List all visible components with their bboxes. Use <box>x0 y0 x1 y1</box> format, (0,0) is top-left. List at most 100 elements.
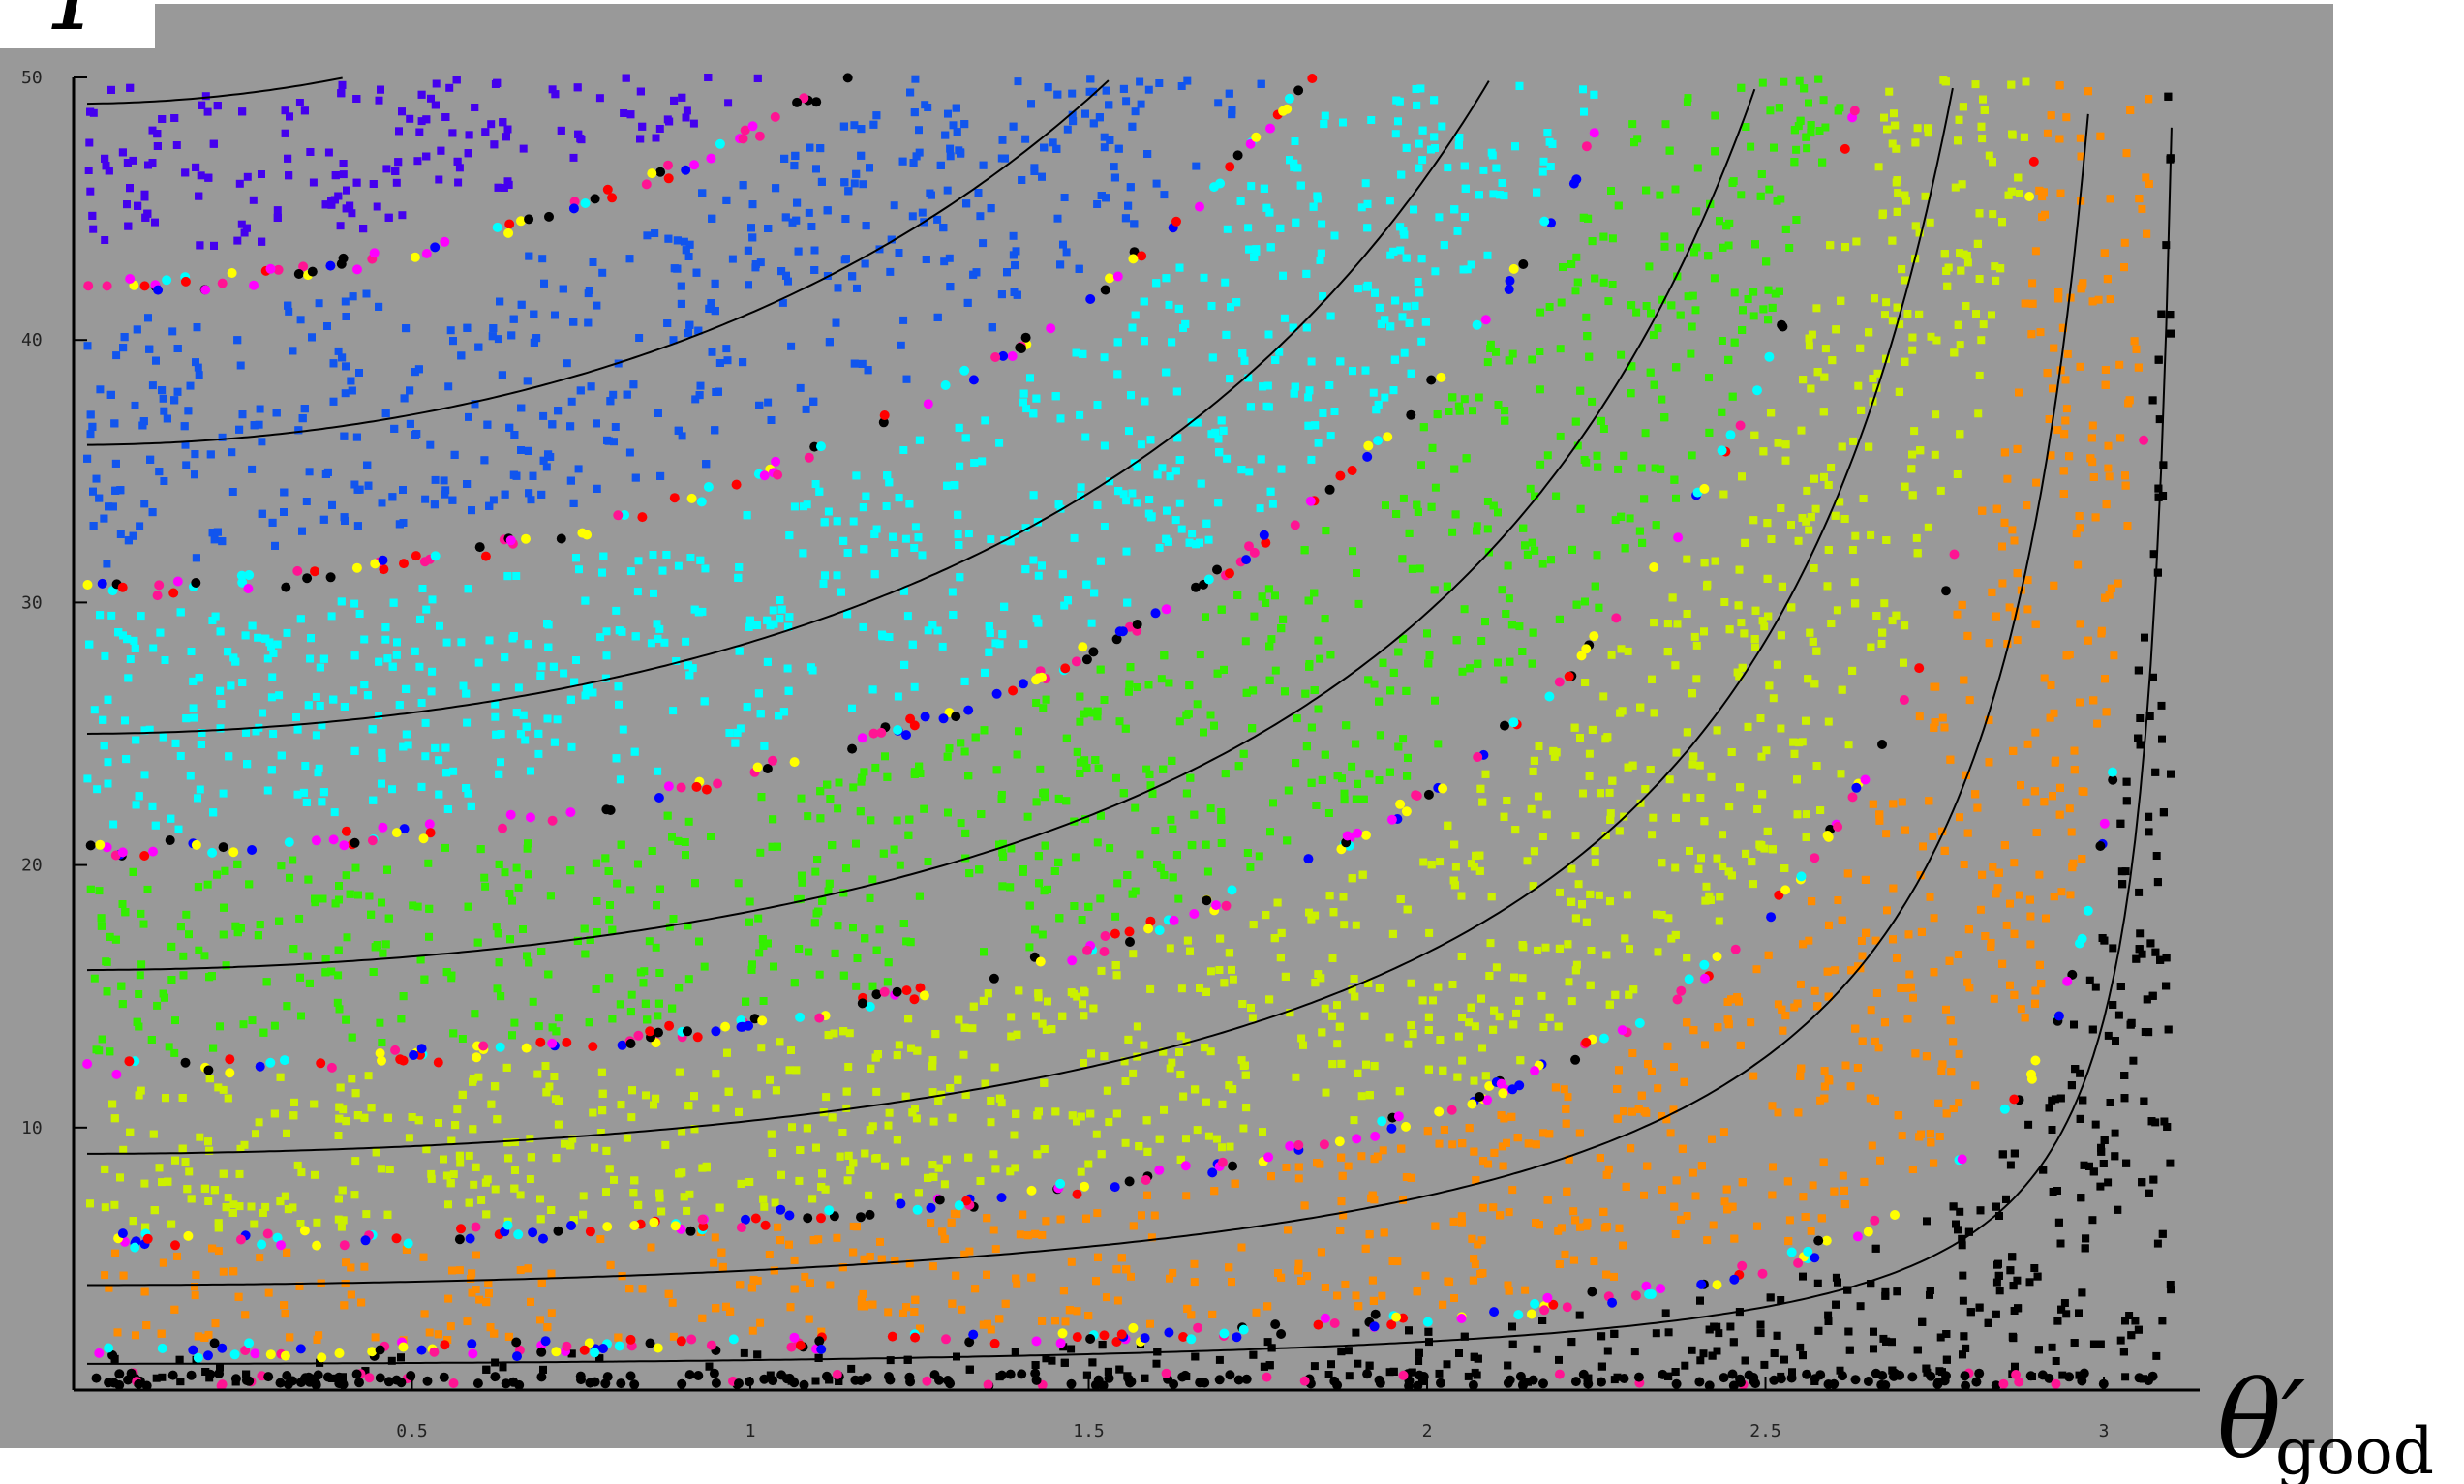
data-point-190 <box>1073 1117 1080 1126</box>
data-point-1137 <box>444 1294 453 1303</box>
data-point-593 <box>2136 714 2145 722</box>
data-point-745 <box>1203 867 1212 876</box>
data-point-930 <box>1856 1302 1865 1311</box>
data-point-925 <box>1448 1140 1457 1149</box>
data-point-787 <box>997 790 1006 799</box>
data-point-442 <box>1649 331 1658 340</box>
data-point-1468 <box>1962 302 1970 310</box>
data-point-1103 <box>1137 100 1145 108</box>
data-point-384 <box>1458 1218 1466 1227</box>
data-point-77 <box>1068 110 1077 119</box>
data-point-1350 <box>249 196 258 204</box>
data-point-1293 <box>1670 1063 1678 1072</box>
data-point-500 <box>1661 1309 1670 1317</box>
data-point-881 <box>987 1118 995 1127</box>
data-point-782 <box>487 120 496 129</box>
data-point-1089 <box>805 208 813 217</box>
data-point-17 <box>668 833 676 841</box>
data-point-346 <box>2138 950 2146 958</box>
data-point-479 <box>1564 1093 1572 1102</box>
data-point-952 <box>516 1191 525 1199</box>
data-point-1339 <box>1076 717 1084 726</box>
data-point-735 <box>627 990 636 999</box>
data-point-765 <box>1880 113 1888 122</box>
data-point-779 <box>778 298 787 307</box>
data-point-508 <box>2155 415 2164 424</box>
data-point-1322 <box>598 268 607 277</box>
data-point-870 <box>1179 324 1187 332</box>
data-point-228 <box>1175 499 1184 507</box>
data-point-397 <box>652 134 660 142</box>
data-point-1210 <box>1252 1308 1261 1317</box>
data-point-1036 <box>421 495 430 503</box>
data-point-66 <box>1812 304 1821 313</box>
data-point-1349 <box>783 664 792 673</box>
data-point-775 <box>884 1308 893 1317</box>
data-point-1132 <box>574 465 583 473</box>
data-point-879 <box>601 674 610 682</box>
data-point-603 <box>1246 863 1255 871</box>
data-point-968 <box>1572 960 1581 969</box>
data-point-595 <box>1871 936 1880 945</box>
data-point-855 <box>547 1309 556 1317</box>
data-point-643 <box>1431 267 1440 276</box>
data-point-1168 <box>740 1348 748 1357</box>
data-point-302 <box>1816 1096 1825 1105</box>
data-point-375 <box>336 222 345 230</box>
data-point-863 <box>339 170 348 179</box>
data-point-557 <box>1120 1057 1129 1066</box>
data-point-1384 <box>1239 1062 1248 1070</box>
data-point-356 <box>119 1145 128 1154</box>
data-point-1421 <box>2041 210 2049 219</box>
data-point-1178 <box>1146 984 1155 993</box>
data-point-1431 <box>1938 713 1947 722</box>
data-point-1062 <box>899 316 908 324</box>
data-point-1030 <box>2062 1310 2071 1318</box>
data-point-1119 <box>1032 699 1041 707</box>
data-point-860 <box>2005 603 2014 612</box>
data-point-267 <box>1438 122 1446 131</box>
data-point-874 <box>912 1114 921 1123</box>
data-point-1065 <box>1881 311 1889 319</box>
data-point-1342 <box>2043 129 2052 137</box>
data-point-1270 <box>1628 120 1637 129</box>
data-point-944 <box>435 756 443 765</box>
data-point-140 <box>725 729 734 737</box>
data-point-1263 <box>1658 295 1667 304</box>
data-point-670 <box>1774 1000 1782 1009</box>
data-point-1445 <box>501 868 509 877</box>
data-point-145 <box>689 119 698 128</box>
data-point-1191 <box>465 1151 473 1160</box>
data-point-983 <box>1815 127 1824 135</box>
data-point-45 <box>1930 914 1938 923</box>
data-point-360 <box>1370 680 1379 688</box>
data-point-331 <box>1931 450 1939 459</box>
data-point-841 <box>364 1072 373 1080</box>
data-point-191 <box>1414 278 1422 286</box>
data-point-93 <box>110 1200 119 1209</box>
data-point-223 <box>1669 1105 1678 1114</box>
data-point-767 <box>1182 1135 1190 1143</box>
data-point-183 <box>1483 525 1492 533</box>
data-point-130 <box>1399 735 1408 743</box>
data-point-227 <box>2111 1129 2119 1137</box>
data-point-613 <box>1011 1164 1019 1172</box>
data-point-955 <box>1870 1345 1877 1353</box>
data-point-793 <box>1953 470 1962 478</box>
data-point-379 <box>1310 1362 1319 1371</box>
data-point-574 <box>427 94 435 103</box>
data-point-668 <box>435 1119 442 1127</box>
data-point-308 <box>449 767 458 775</box>
data-point-1046 <box>1795 76 1804 85</box>
data-point-326 <box>2166 1159 2175 1167</box>
data-point-507 <box>415 662 424 671</box>
data-point-834 <box>2032 478 2041 487</box>
data-point-1133 <box>182 461 191 469</box>
data-point-699 <box>218 433 227 441</box>
data-point-707 <box>1416 84 1425 93</box>
data-point-455 <box>1215 1355 1224 1364</box>
data-point-1374 <box>463 1317 472 1326</box>
data-point-1224 <box>2052 1357 2060 1365</box>
data-point-891 <box>918 551 927 560</box>
